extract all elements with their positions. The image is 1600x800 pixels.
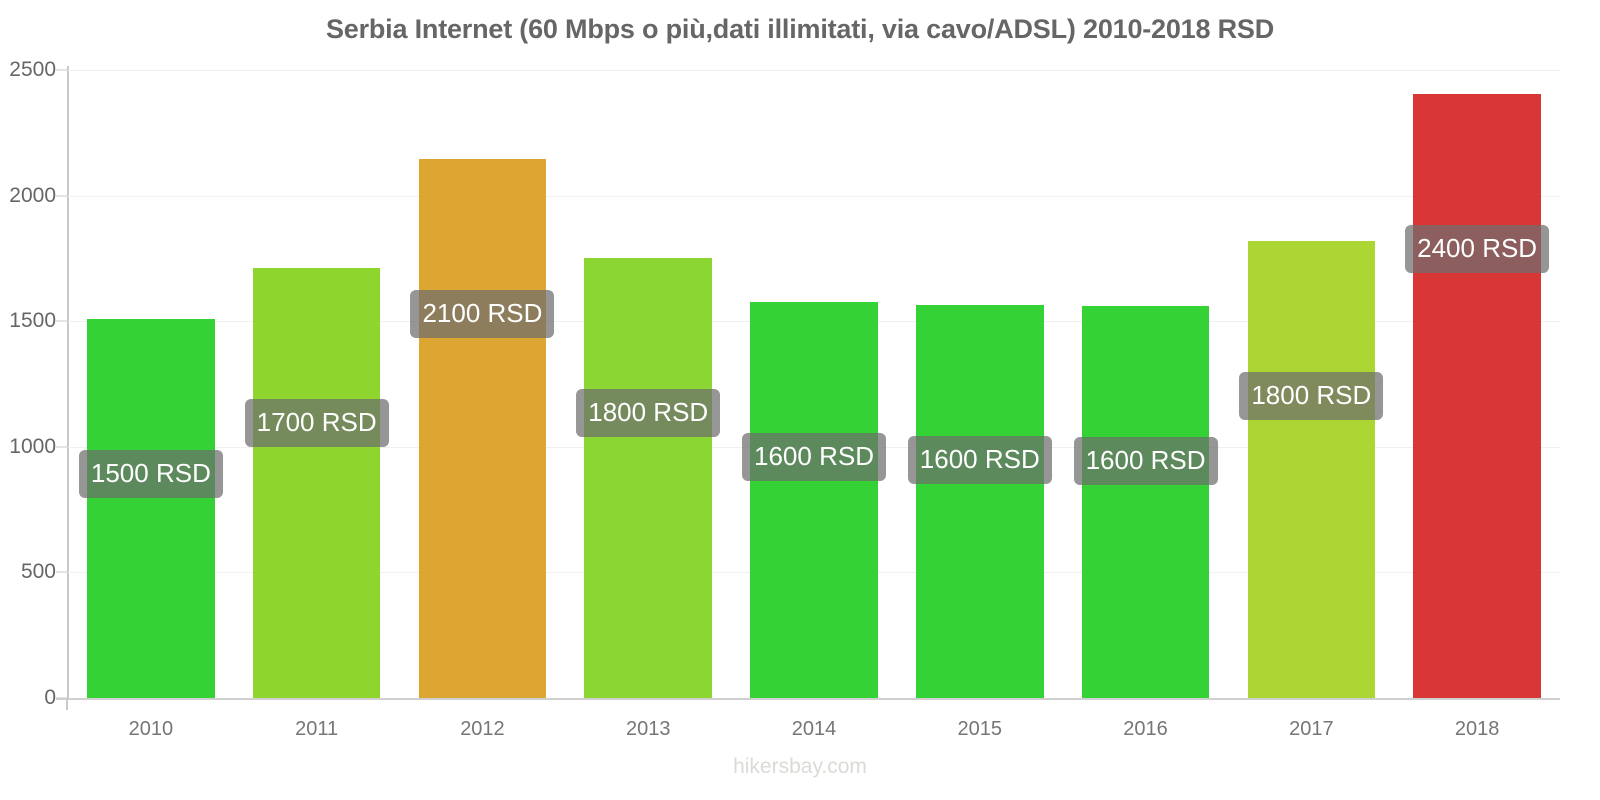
value-label-2011: 1700 RSD [244,399,389,448]
value-label-2017: 1800 RSD [1239,371,1384,420]
x-tick-label-2012: 2012 [460,718,505,740]
y-tick-label: 2000 [9,183,56,207]
bar-rect[interactable] [87,318,215,698]
x-tick-label-2011: 2011 [295,718,339,740]
x-axis-origin-tick [66,698,68,710]
footer-credit: hikersbay.com [733,755,867,778]
y-tick-mark [56,320,67,322]
bar-rect[interactable] [1081,306,1210,698]
bar-rect[interactable] [1413,93,1541,698]
bar-2012[interactable] [418,70,547,698]
y-tick-mark [56,69,67,71]
y-tick-label: 2500 [9,58,56,81]
plot-area: 1500 RSD 1700 RSD 2100 RSD 1800 RSD 1600 RSD… [68,70,1560,699]
y-tick-label: 0 [44,686,56,709]
bar-rect[interactable] [418,159,547,698]
gridline-2000 [68,195,1560,197]
y-tick-mark [56,571,67,573]
y-tick-label: 1000 [9,434,56,458]
bar-2011[interactable] [252,70,381,698]
value-label-2016: 1600 RSD [1073,437,1218,486]
chart-title: Serbia Internet (60 Mbps o più,dati illi… [325,14,1275,44]
y-tick-mark [56,446,67,448]
bar-rect[interactable] [584,258,713,698]
bar-2018[interactable] [1413,70,1541,698]
value-label-2013: 1800 RSD [576,389,721,438]
value-label-2012: 2100 RSD [410,290,555,339]
bar-2015[interactable] [915,70,1044,698]
bar-rect[interactable] [750,301,878,698]
bar-rect[interactable] [915,304,1044,698]
y-tick-mark [56,195,67,197]
x-tick-label-2018: 2018 [1454,718,1500,740]
value-label-2014: 1600 RSD [742,432,886,481]
bar-rect[interactable] [252,268,381,698]
y-tick-label: 1500 [9,309,56,333]
x-tick-label-2017: 2017 [1289,718,1334,740]
value-label-2018: 2400 RSD [1405,224,1550,273]
x-tick-label-2010: 2010 [128,718,174,740]
bar-2017[interactable] [1247,70,1376,698]
bar-rect[interactable] [1247,240,1376,698]
bar-2013[interactable] [584,70,713,698]
x-tick-label-2013: 2013 [625,718,671,740]
x-tick-label-2016: 2016 [1123,718,1168,740]
x-axis-line [56,698,1560,700]
y-tick-label: 500 [20,560,56,584]
gridline-2500 [68,70,1560,71]
value-label-2010: 1500 RSD [78,449,223,498]
x-tick-label-2015: 2015 [957,718,1003,740]
bar-2016[interactable] [1081,70,1210,698]
x-tick-label-2014: 2014 [791,718,837,740]
value-label-2015: 1600 RSD [907,435,1052,484]
bar-2014[interactable] [750,70,878,698]
bar-2010[interactable] [87,70,215,698]
y-axis-line [67,66,69,700]
